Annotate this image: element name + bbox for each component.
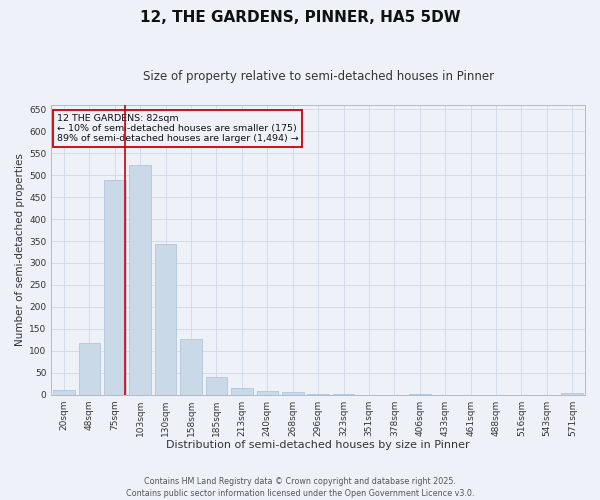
Bar bbox=[79, 343, 100, 394]
X-axis label: Distribution of semi-detached houses by size in Pinner: Distribution of semi-detached houses by … bbox=[166, 440, 470, 450]
Bar bbox=[130, 165, 151, 394]
Title: Size of property relative to semi-detached houses in Pinner: Size of property relative to semi-detach… bbox=[143, 70, 494, 83]
Bar bbox=[206, 377, 227, 394]
Bar bbox=[180, 339, 202, 394]
Text: 12 THE GARDENS: 82sqm
← 10% of semi-detached houses are smaller (175)
89% of sem: 12 THE GARDENS: 82sqm ← 10% of semi-deta… bbox=[56, 114, 298, 144]
Y-axis label: Number of semi-detached properties: Number of semi-detached properties bbox=[15, 154, 25, 346]
Bar bbox=[155, 244, 176, 394]
Bar bbox=[282, 392, 304, 394]
Bar bbox=[231, 388, 253, 394]
Bar bbox=[53, 390, 75, 394]
Text: 12, THE GARDENS, PINNER, HA5 5DW: 12, THE GARDENS, PINNER, HA5 5DW bbox=[140, 10, 460, 25]
Bar bbox=[257, 391, 278, 394]
Text: Contains HM Land Registry data © Crown copyright and database right 2025.
Contai: Contains HM Land Registry data © Crown c… bbox=[126, 476, 474, 498]
Bar bbox=[104, 180, 125, 394]
